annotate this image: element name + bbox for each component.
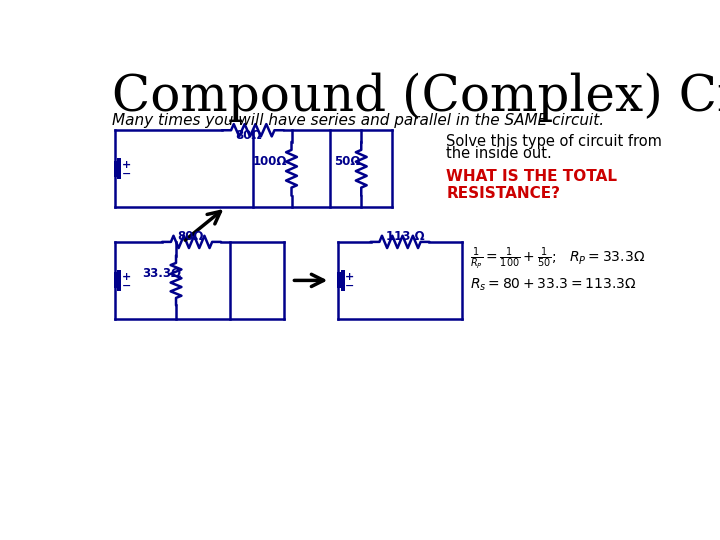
Text: WHAT IS THE TOTAL
RESISTANCE?: WHAT IS THE TOTAL RESISTANCE? [446,168,618,201]
Text: 100Ω: 100Ω [253,155,287,168]
Text: $\frac{1}{R_P} = \frac{1}{100} + \frac{1}{50}$;   $R_P = 33.3\Omega$: $\frac{1}{R_P} = \frac{1}{100} + \frac{1… [469,246,645,272]
Text: $R_s = 80 + 33.3 = 113.3\Omega$: $R_s = 80 + 33.3 = 113.3\Omega$ [469,276,636,293]
Text: −: − [122,281,131,291]
Text: 80Ω: 80Ω [235,130,262,143]
Text: 33.3Ω: 33.3Ω [142,267,181,280]
Text: Compound (Complex) Circuits: Compound (Complex) Circuits [112,72,720,122]
Text: −: − [122,169,131,179]
Text: +: + [122,272,131,281]
Text: +: + [345,272,354,281]
Text: 113 Ω: 113 Ω [386,230,425,242]
Text: 80Ω: 80Ω [178,230,204,242]
Text: Solve this type of circuit from: Solve this type of circuit from [446,134,662,149]
Text: 50Ω: 50Ω [334,155,361,168]
Text: +: + [122,160,131,170]
Text: Many times you will have series and parallel in the SAME circuit.: Many times you will have series and para… [112,112,604,127]
Text: the inside out.: the inside out. [446,146,552,161]
Text: −: − [345,281,354,291]
